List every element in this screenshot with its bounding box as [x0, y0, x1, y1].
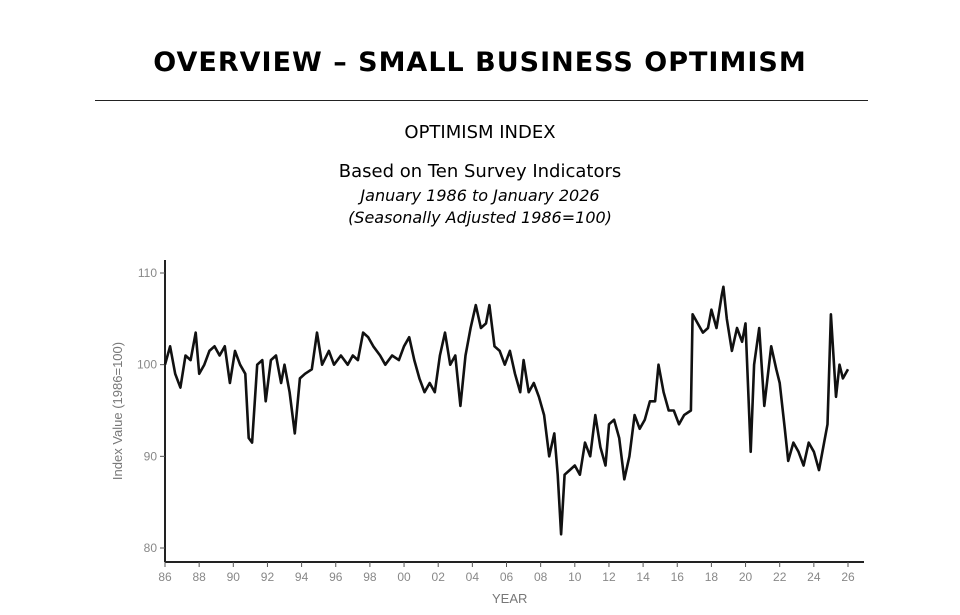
series-line: [163, 285, 850, 536]
x-tick-label: 88: [192, 570, 206, 584]
x-tick-label: 02: [432, 570, 446, 584]
y-tick-label: 90: [144, 449, 158, 463]
y-axis-label: Index Value (1986=100): [110, 342, 125, 480]
chart-title: OPTIMISM INDEX: [404, 122, 556, 143]
x-tick-label: 26: [841, 570, 855, 584]
x-tick-label: 18: [705, 570, 719, 584]
x-tick-label: 06: [500, 570, 514, 584]
x-tick-label: 22: [773, 570, 787, 584]
y-tick-label: 80: [144, 541, 158, 555]
x-tick-label: 00: [397, 570, 411, 584]
x-tick-label: 04: [466, 570, 480, 584]
x-tick-label: 12: [602, 570, 616, 584]
x-tick-label: 96: [329, 570, 343, 584]
divider: [95, 100, 868, 101]
x-tick-label: 16: [671, 570, 685, 584]
chart-subtitle: Based on Ten Survey Indicators: [338, 161, 622, 182]
x-tick-label: 08: [534, 570, 548, 584]
chart-date-range: January 1986 to January 2026: [360, 186, 600, 205]
x-tick-label: 24: [807, 570, 821, 584]
x-tick-label: 20: [739, 570, 753, 584]
y-tick-label: 110: [138, 266, 157, 280]
x-tick-label: 92: [261, 570, 275, 584]
x-tick-label: 86: [158, 570, 172, 584]
x-tick-label: 94: [295, 570, 309, 584]
x-tick-label: 98: [363, 570, 377, 584]
x-tick-label: 14: [636, 570, 650, 584]
y-tick-label: 100: [137, 358, 157, 372]
chart-note: (Seasonally Adjusted 1986=100): [348, 208, 612, 227]
x-tick-label: 10: [568, 570, 582, 584]
page-title: OVERVIEW – SMALL BUSINESS OPTIMISM: [153, 47, 807, 78]
x-axis-label: YEAR: [492, 591, 527, 606]
x-tick-label: 90: [227, 570, 241, 584]
